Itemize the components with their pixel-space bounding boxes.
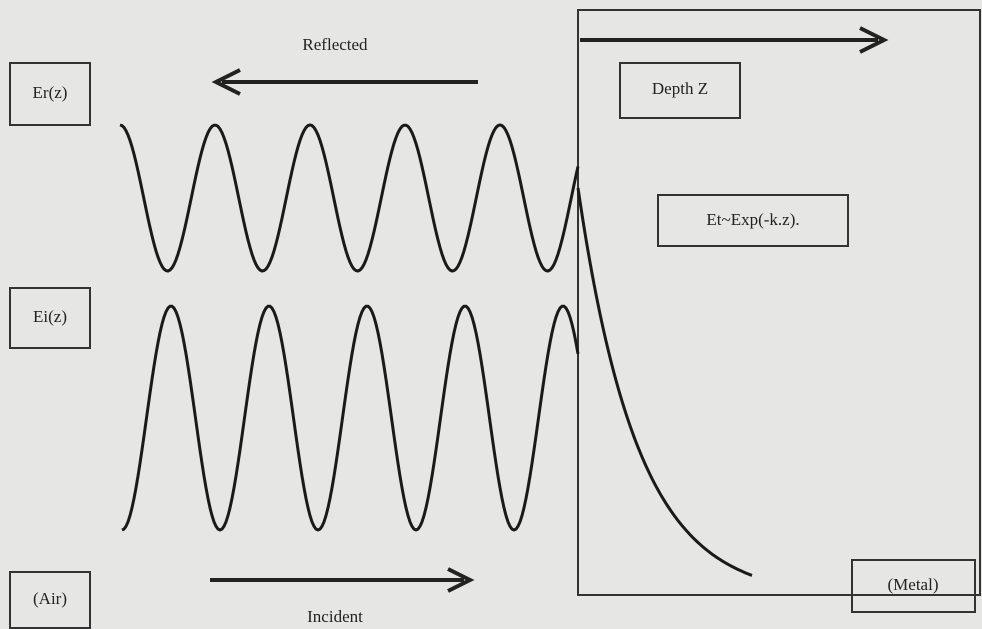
depth-label: Depth Z bbox=[652, 79, 708, 98]
metal-label: (Metal) bbox=[888, 575, 939, 594]
incident-label: Incident bbox=[307, 607, 363, 626]
label-box bbox=[9, 571, 91, 629]
metal-region bbox=[577, 9, 981, 596]
er-label: Er(z) bbox=[33, 83, 68, 102]
transmitted-decay bbox=[576, 187, 753, 577]
label-box bbox=[619, 62, 741, 119]
label-box bbox=[657, 194, 849, 247]
label-box bbox=[9, 62, 91, 126]
reflected-arrowhead bbox=[211, 68, 241, 96]
et-label: Et~Exp(-k.z). bbox=[706, 210, 799, 229]
air-label: (Air) bbox=[33, 589, 67, 608]
reflected-label: Reflected bbox=[302, 35, 368, 54]
reflected-wave bbox=[119, 123, 580, 273]
depth-arrowhead bbox=[859, 26, 889, 54]
incident-arrowhead bbox=[447, 567, 475, 593]
incident-wave bbox=[121, 304, 580, 532]
label-box bbox=[851, 559, 976, 613]
ei-label: Ei(z) bbox=[33, 307, 67, 326]
label-box bbox=[9, 287, 91, 349]
